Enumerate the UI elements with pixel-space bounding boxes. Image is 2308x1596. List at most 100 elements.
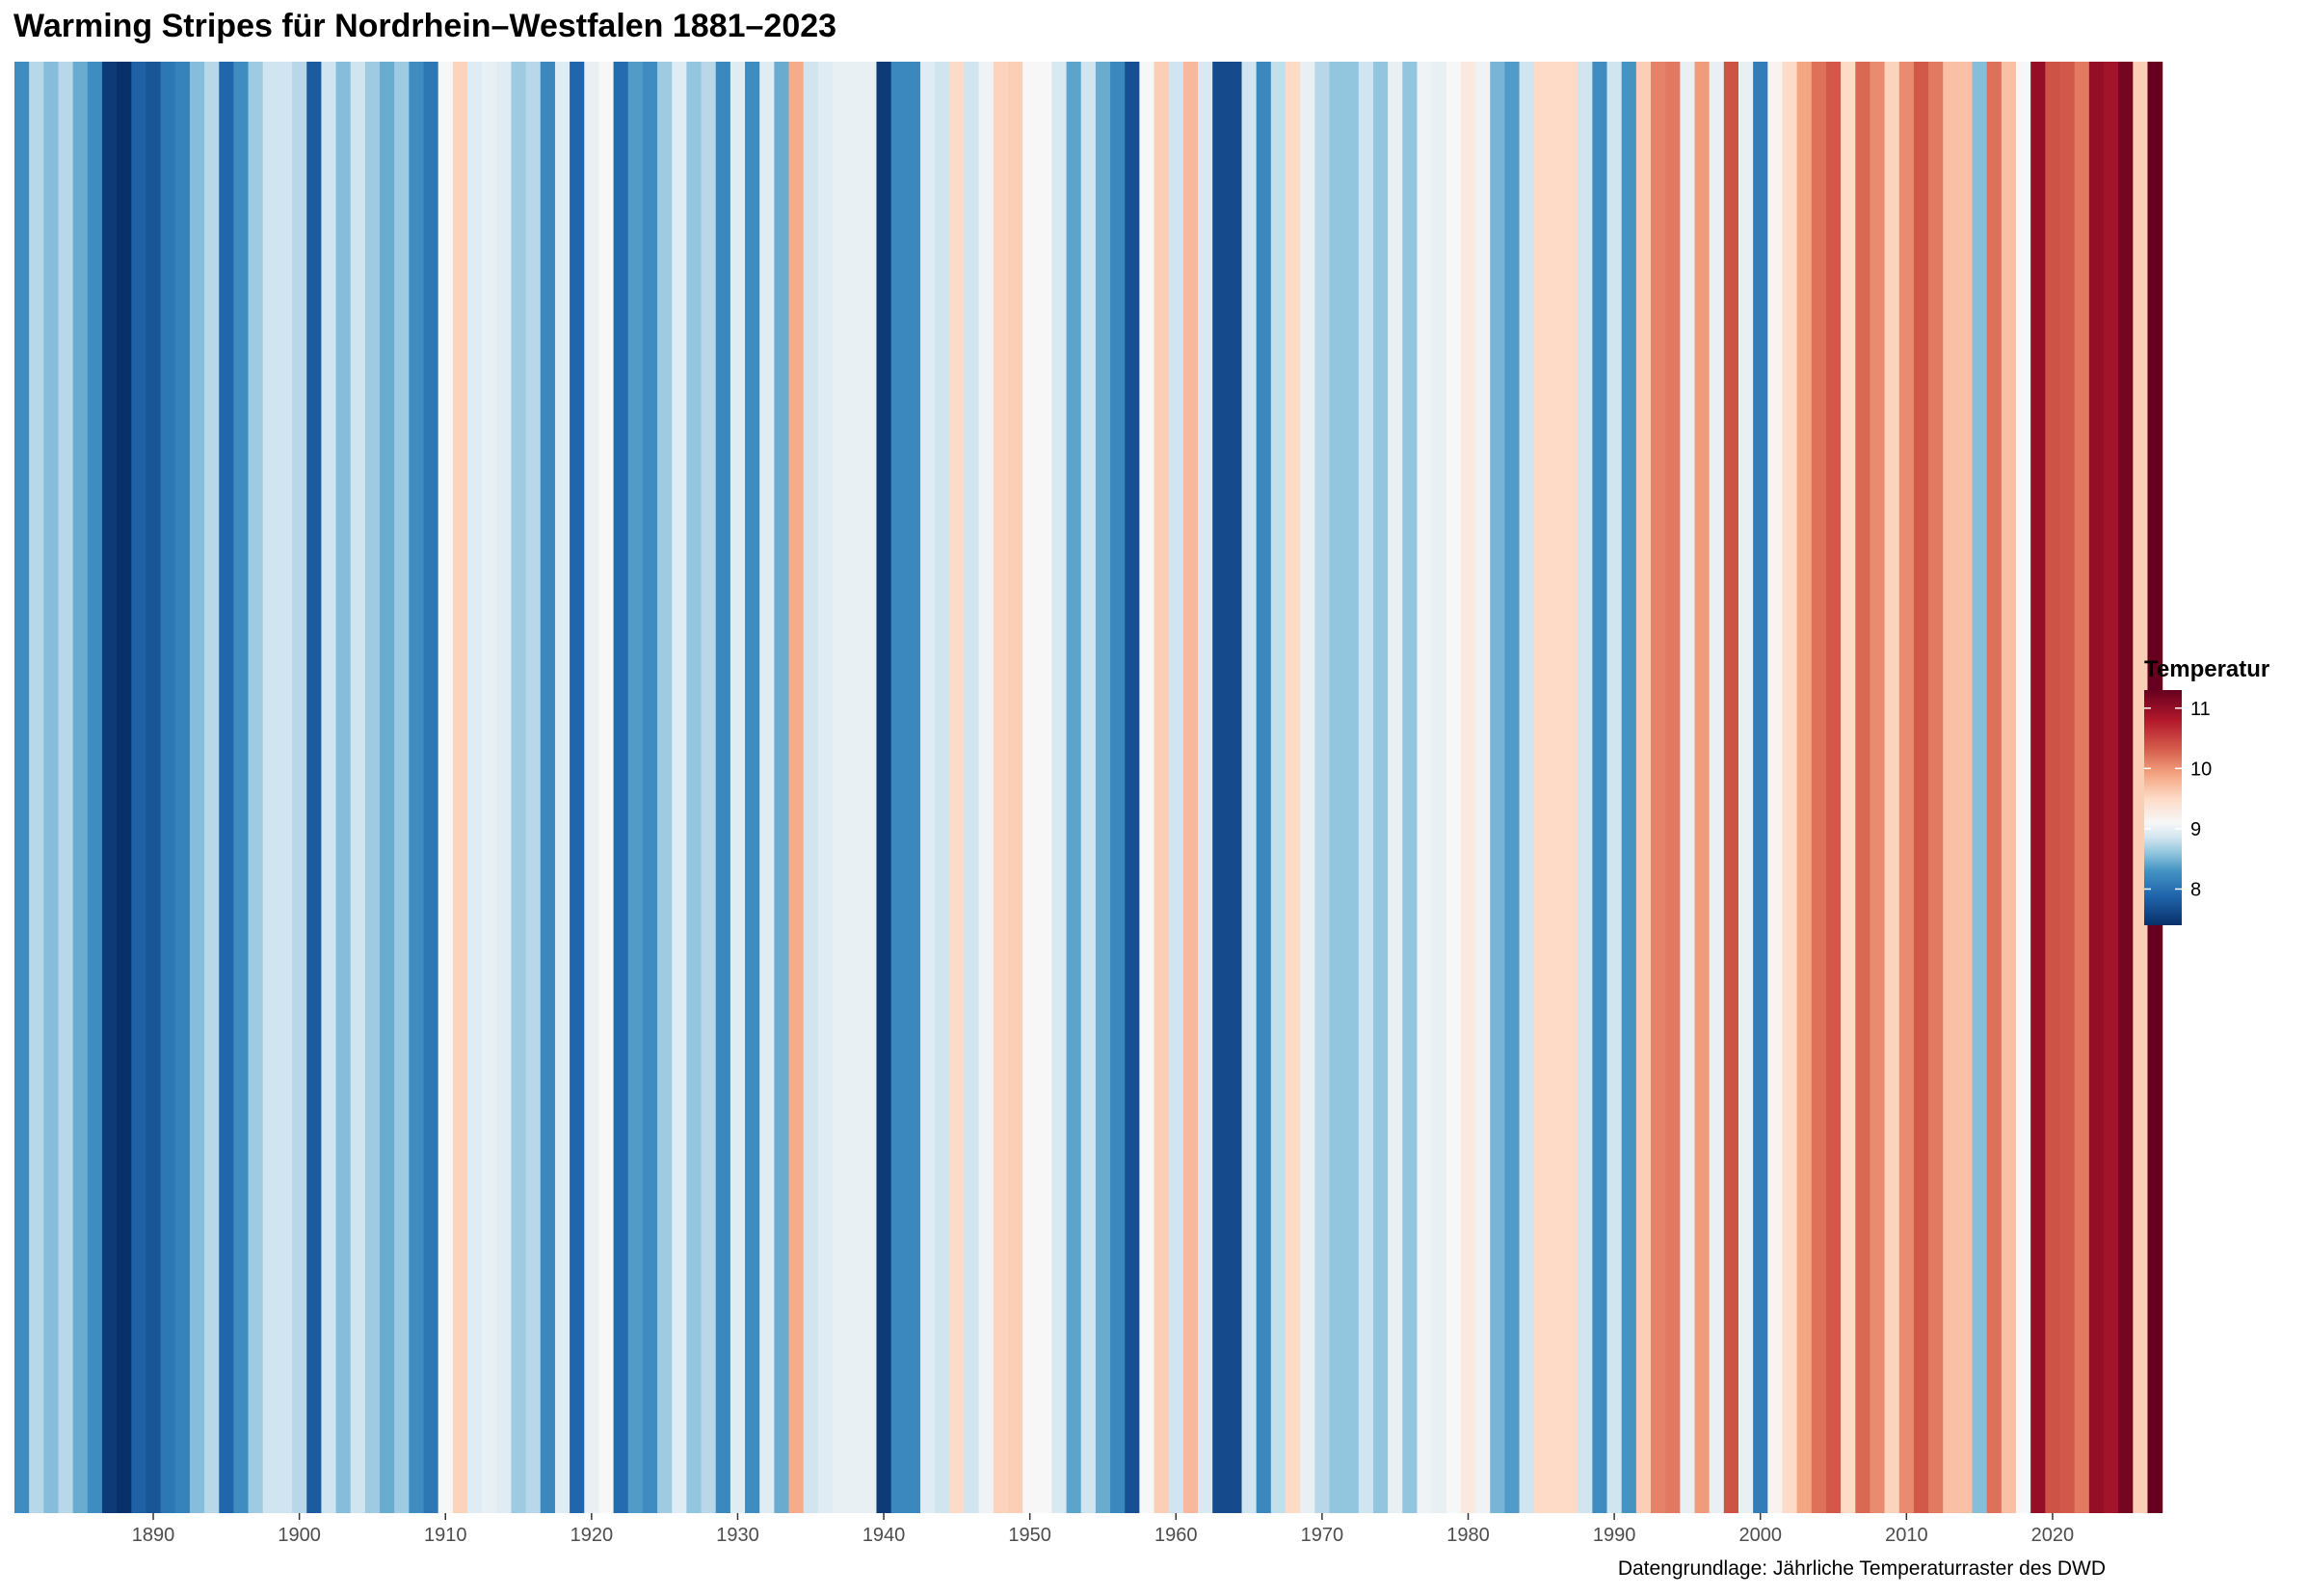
stripe-2019 (2030, 62, 2046, 1513)
stripe-2024 (2104, 62, 2119, 1513)
stripe-1958 (1139, 62, 1155, 1513)
stripe-1926 (672, 62, 687, 1513)
stripe-1892 (174, 62, 191, 1513)
stripe-1894 (204, 62, 220, 1513)
x-tick-label-2020: 2020 (2031, 1525, 2075, 1546)
stripe-1945 (949, 62, 966, 1513)
stripe-1908 (409, 62, 425, 1513)
data-source-caption: Datengrundlage: Jährliche Temperaturrast… (1617, 1557, 2106, 1580)
stripe-1943 (919, 62, 936, 1513)
stripe-1907 (394, 62, 410, 1513)
x-tick-label-1930: 1930 (716, 1525, 759, 1546)
stripe-1922 (613, 62, 629, 1513)
x-tick-label-1940: 1940 (862, 1525, 906, 1546)
stripe-1921 (598, 62, 615, 1513)
stripe-2000 (1753, 62, 1768, 1513)
stripe-2006 (1841, 62, 1856, 1513)
stripe-1937 (833, 62, 848, 1513)
stripe-1965 (1241, 62, 1258, 1513)
stripe-2001 (1767, 62, 1784, 1513)
legend-tick-label-8: 8 (2190, 879, 2201, 900)
stripe-1940 (876, 62, 892, 1513)
stripe-1886 (87, 62, 103, 1513)
stripe-1918 (554, 62, 570, 1513)
stripe-2008 (1870, 62, 1886, 1513)
x-tick-label-1920: 1920 (570, 1525, 614, 1546)
stripe-1980 (1460, 62, 1476, 1513)
stripe-1977 (1417, 62, 1433, 1513)
stripe-1956 (1110, 62, 1126, 1513)
stripe-1970 (1314, 62, 1331, 1513)
stripe-1914 (496, 62, 513, 1513)
stripe-1988 (1578, 62, 1593, 1513)
stripe-1944 (935, 62, 950, 1513)
stripe-1978 (1431, 62, 1447, 1513)
stripe-1974 (1372, 62, 1389, 1513)
stripe-1935 (803, 62, 819, 1513)
stripe-1923 (627, 62, 644, 1513)
stripe-1979 (1446, 62, 1462, 1513)
stripes-group (14, 62, 2163, 1513)
x-tick-label-1980: 1980 (1446, 1525, 1490, 1546)
stripe-1997 (1709, 62, 1725, 1513)
stripe-2018 (2016, 62, 2031, 1513)
stripe-1946 (964, 62, 980, 1513)
stripe-2021 (2059, 62, 2076, 1513)
stripe-1904 (350, 62, 366, 1513)
stripe-1889 (131, 62, 147, 1513)
stripe-1929 (715, 62, 731, 1513)
x-axis: 1890 1900 1910 1920 1930 1940 1950 1960 1970 1980… (132, 1513, 2074, 1546)
stripe-1992 (1635, 62, 1652, 1513)
stripe-2022 (2074, 62, 2090, 1513)
stripe-1911 (452, 62, 468, 1513)
stripe-1948 (993, 62, 1009, 1513)
stripe-1920 (584, 62, 600, 1513)
stripe-1959 (1154, 62, 1170, 1513)
legend-title: Temperatur (2144, 656, 2269, 682)
stripe-1927 (686, 62, 703, 1513)
stripe-2002 (1782, 62, 1798, 1513)
stripe-1893 (189, 62, 205, 1513)
stripe-1890 (146, 62, 162, 1513)
stripe-1990 (1606, 62, 1623, 1513)
stripe-1994 (1665, 62, 1681, 1513)
stripe-1933 (774, 62, 790, 1513)
stripe-1951 (1037, 62, 1053, 1513)
stripe-1901 (306, 62, 322, 1513)
stripe-1925 (657, 62, 673, 1513)
stripe-2013 (1943, 62, 1958, 1513)
stripe-1954 (1080, 62, 1097, 1513)
stripe-1882 (29, 62, 44, 1513)
stripe-1971 (1329, 62, 1345, 1513)
x-tick-label-1910: 1910 (424, 1525, 467, 1546)
stripe-2009 (1884, 62, 1900, 1513)
stripe-1960 (1168, 62, 1184, 1513)
stripe-1952 (1051, 62, 1068, 1513)
stripe-1888 (117, 62, 132, 1513)
stripe-1968 (1285, 62, 1301, 1513)
stripe-1942 (905, 62, 921, 1513)
stripe-1912 (466, 62, 483, 1513)
stripe-1887 (101, 62, 118, 1513)
stripe-1984 (1519, 62, 1535, 1513)
x-tick-label-1960: 1960 (1154, 1525, 1198, 1546)
stripe-2012 (1928, 62, 1944, 1513)
stripe-1905 (364, 62, 381, 1513)
stripe-1931 (745, 62, 760, 1513)
stripe-1895 (219, 62, 235, 1513)
stripe-1963 (1212, 62, 1228, 1513)
stripe-1996 (1694, 62, 1711, 1513)
stripe-1947 (978, 62, 995, 1513)
stripe-1981 (1475, 62, 1491, 1513)
stripe-1915 (511, 62, 527, 1513)
stripe-1916 (525, 62, 542, 1513)
stripe-1899 (277, 62, 293, 1513)
stripe-1906 (380, 62, 395, 1513)
stripe-1975 (1388, 62, 1403, 1513)
stripe-1881 (14, 62, 30, 1513)
stripe-2003 (1796, 62, 1813, 1513)
stripe-1902 (321, 62, 337, 1513)
stripe-1934 (788, 62, 805, 1513)
stripe-1953 (1066, 62, 1082, 1513)
